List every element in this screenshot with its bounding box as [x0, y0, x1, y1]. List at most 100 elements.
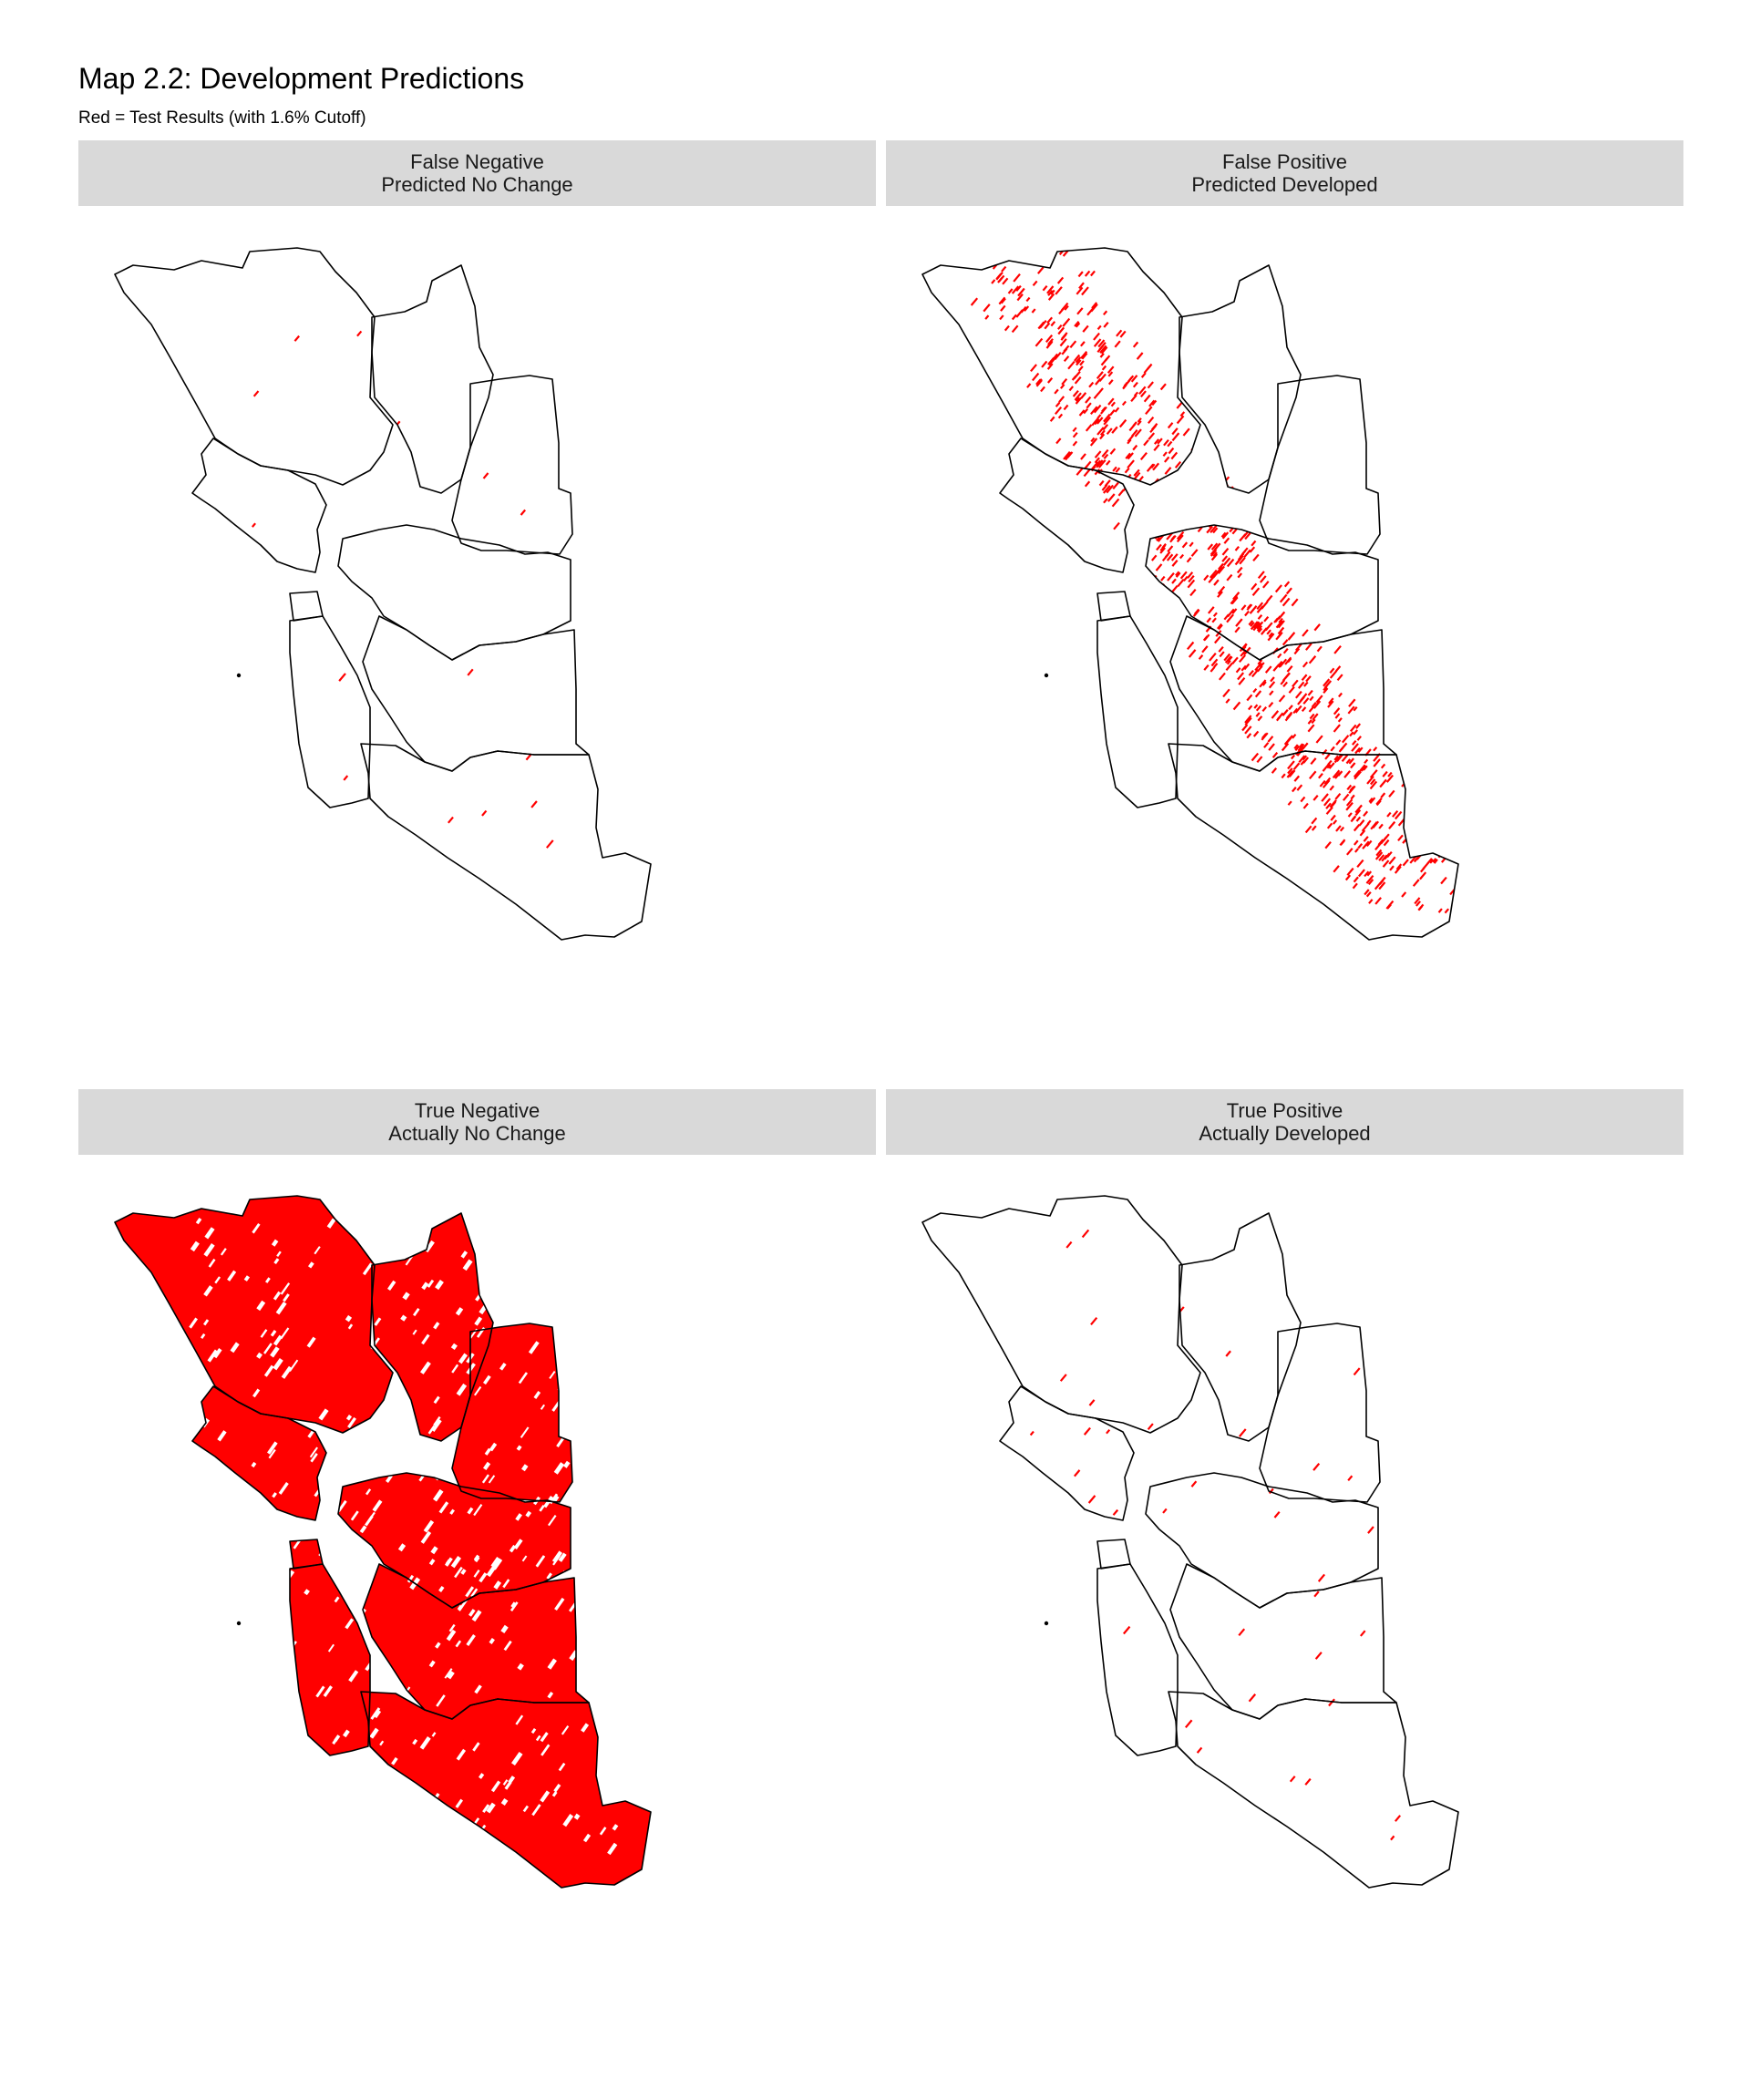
excluded-cell	[535, 1555, 546, 1568]
prediction-cell	[1037, 266, 1045, 274]
map-true-positive	[921, 1195, 1459, 1889]
prediction-cell	[1394, 866, 1402, 874]
prediction-cell	[1163, 522, 1171, 531]
prediction-cell	[1295, 643, 1303, 652]
prediction-cell	[1354, 746, 1361, 755]
prediction-cell	[1133, 468, 1140, 477]
excluded-cell	[551, 1791, 558, 1797]
excluded-cell	[510, 1601, 519, 1611]
prediction-cell	[1103, 416, 1111, 426]
prediction-cell	[1055, 286, 1063, 295]
excluded-cell	[407, 1574, 415, 1583]
excluded-cell	[526, 1217, 536, 1228]
prediction-cell	[1366, 819, 1372, 825]
prediction-cell	[1112, 481, 1119, 490]
excluded-cell	[488, 1475, 496, 1484]
excluded-cell	[252, 1388, 261, 1398]
excluded-cell	[230, 1815, 241, 1828]
prediction-cell	[1347, 1475, 1354, 1482]
prediction-cell	[1353, 824, 1361, 832]
prediction-cell	[1015, 250, 1022, 257]
prediction-cell	[1309, 695, 1314, 702]
prediction-cell	[1162, 451, 1168, 458]
prediction-cell	[1382, 770, 1388, 777]
prediction-cell	[1346, 867, 1354, 876]
prediction-cell	[1305, 643, 1312, 651]
excluded-cell	[590, 1375, 596, 1384]
prediction-cell	[1364, 889, 1370, 896]
excluded-cell	[227, 1270, 237, 1282]
prediction-cell	[1164, 456, 1170, 463]
prediction-cell	[1162, 1508, 1168, 1514]
prediction-cell	[1047, 338, 1054, 345]
prediction-cell	[1015, 284, 1022, 292]
excluded-cell	[228, 1703, 238, 1714]
prediction-cell	[1375, 799, 1382, 807]
prediction-cell	[1255, 705, 1262, 712]
prediction-cell	[1123, 1625, 1131, 1635]
excluded-cell	[502, 1779, 509, 1786]
excluded-cell	[230, 1580, 236, 1586]
prediction-cell	[1225, 698, 1230, 704]
prediction-cell	[1381, 854, 1388, 862]
prediction-cells	[115, 1196, 651, 1888]
prediction-cell	[1106, 484, 1114, 494]
prediction-cell	[1337, 770, 1343, 777]
prediction-cell	[1282, 681, 1288, 688]
excluded-cell	[551, 1550, 563, 1563]
prediction-cell	[1046, 316, 1054, 324]
excluded-cell	[448, 1623, 456, 1632]
prediction-cell	[1312, 700, 1322, 709]
prediction-cell	[1239, 654, 1246, 664]
excluded-cell	[283, 1651, 294, 1664]
prediction-cell	[1058, 307, 1065, 315]
excluded-cell	[329, 1498, 335, 1507]
excluded-cell	[200, 1775, 208, 1785]
excluded-cell	[504, 1781, 512, 1790]
excluded-cell	[283, 1293, 290, 1302]
excluded-cell	[190, 1658, 197, 1665]
prediction-cell	[1153, 502, 1159, 509]
prediction-cell	[1223, 510, 1230, 517]
prediction-cell	[1131, 429, 1138, 438]
excluded-cell	[474, 1385, 482, 1396]
excluded-cell	[397, 1543, 407, 1552]
excluded-cell	[474, 1684, 482, 1694]
prediction-cell	[1333, 755, 1339, 761]
excluded-cell	[227, 1767, 236, 1779]
excluded-cell	[203, 1243, 215, 1257]
prediction-cell	[1378, 823, 1384, 829]
prediction-cell	[1080, 350, 1088, 359]
prediction-cell	[1101, 365, 1107, 371]
prediction-cell	[1131, 558, 1139, 566]
excluded-cell	[581, 1355, 586, 1362]
prediction-cell	[1112, 466, 1117, 472]
prediction-cell	[1266, 629, 1271, 635]
prediction-cell	[1415, 901, 1421, 907]
prediction-cell	[1327, 759, 1333, 766]
excluded-cell	[301, 1755, 309, 1765]
prediction-cell	[1100, 406, 1107, 415]
prediction-cell	[1334, 792, 1342, 800]
prediction-cell	[1282, 597, 1291, 607]
prediction-cell	[1093, 404, 1102, 414]
excluded-cell	[449, 1508, 455, 1515]
map-panel-true-negative	[78, 1163, 876, 2011]
prediction-cell	[1061, 332, 1068, 340]
prediction-cell	[1316, 645, 1323, 653]
prediction-cell	[1122, 384, 1127, 390]
prediction-cell	[1001, 265, 1007, 273]
county-boundaries	[921, 1195, 1459, 1889]
excluded-cell	[460, 1251, 468, 1259]
facet-label-line2: Predicted No Change	[381, 173, 573, 196]
prediction-cell	[1369, 780, 1378, 790]
prediction-cell	[1075, 322, 1081, 328]
prediction-cell	[1275, 715, 1282, 722]
prediction-cell	[1229, 489, 1235, 496]
prediction-cell	[1068, 234, 1075, 242]
prediction-cell	[1291, 754, 1296, 760]
prediction-cell	[1256, 756, 1263, 764]
prediction-cell	[1402, 859, 1409, 867]
prediction-cell	[1257, 571, 1265, 580]
prediction-cell	[1288, 705, 1293, 711]
